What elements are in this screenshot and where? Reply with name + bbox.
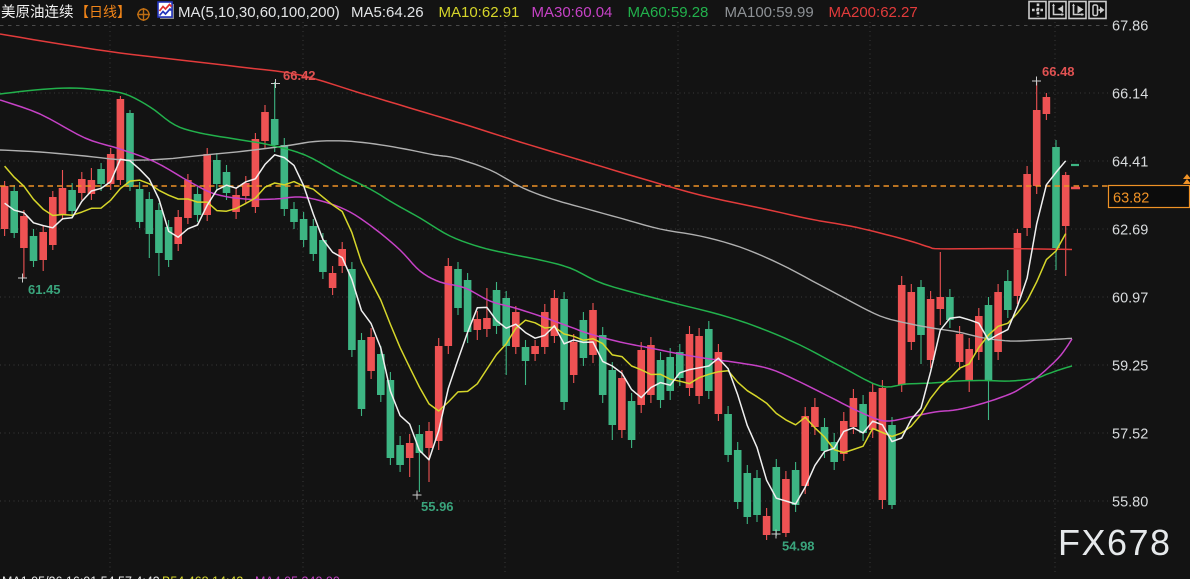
svg-text:MA4 05 340.00: MA4 05 340.00 [255, 575, 340, 579]
svg-text:63.82: 63.82 [1113, 191, 1149, 207]
svg-text:67.86: 67.86 [1112, 19, 1148, 35]
svg-text:MA200:62.27: MA200:62.27 [829, 4, 918, 21]
svg-text:MA1 05/26 16:01 54.57 4:43: MA1 05/26 16:01 54.57 4:43 [2, 575, 160, 579]
svg-text:60.97: 60.97 [1112, 291, 1148, 307]
svg-text:【日线】: 【日线】 [75, 4, 131, 20]
svg-text:MA100:59.99: MA100:59.99 [725, 4, 814, 21]
svg-text:MA30:60.04: MA30:60.04 [532, 4, 613, 21]
svg-text:FX678: FX678 [1058, 522, 1172, 563]
svg-text:57.52: 57.52 [1112, 427, 1148, 443]
svg-text:62.69: 62.69 [1112, 223, 1148, 239]
svg-text:55.80: 55.80 [1112, 495, 1148, 511]
svg-text:MA5:64.26: MA5:64.26 [351, 4, 424, 21]
svg-text:59.25: 59.25 [1112, 359, 1148, 375]
svg-text:54.98: 54.98 [782, 539, 815, 554]
svg-text:MA60:59.28: MA60:59.28 [628, 4, 709, 21]
svg-text:MA10:62.91: MA10:62.91 [439, 4, 520, 21]
svg-text:66.48: 66.48 [1042, 64, 1075, 79]
svg-text:66.14: 66.14 [1112, 87, 1148, 103]
svg-text:64.41: 64.41 [1112, 155, 1148, 171]
svg-text:美原油连续: 美原油连续 [1, 4, 74, 21]
svg-text:66.42: 66.42 [283, 68, 316, 83]
svg-text:MA(5,10,30,60,100,200): MA(5,10,30,60,100,200) [178, 4, 340, 21]
svg-text:B54.468 14:43: B54.468 14:43 [162, 575, 243, 579]
svg-text:61.45: 61.45 [28, 282, 61, 297]
svg-text:55.96: 55.96 [421, 499, 454, 514]
